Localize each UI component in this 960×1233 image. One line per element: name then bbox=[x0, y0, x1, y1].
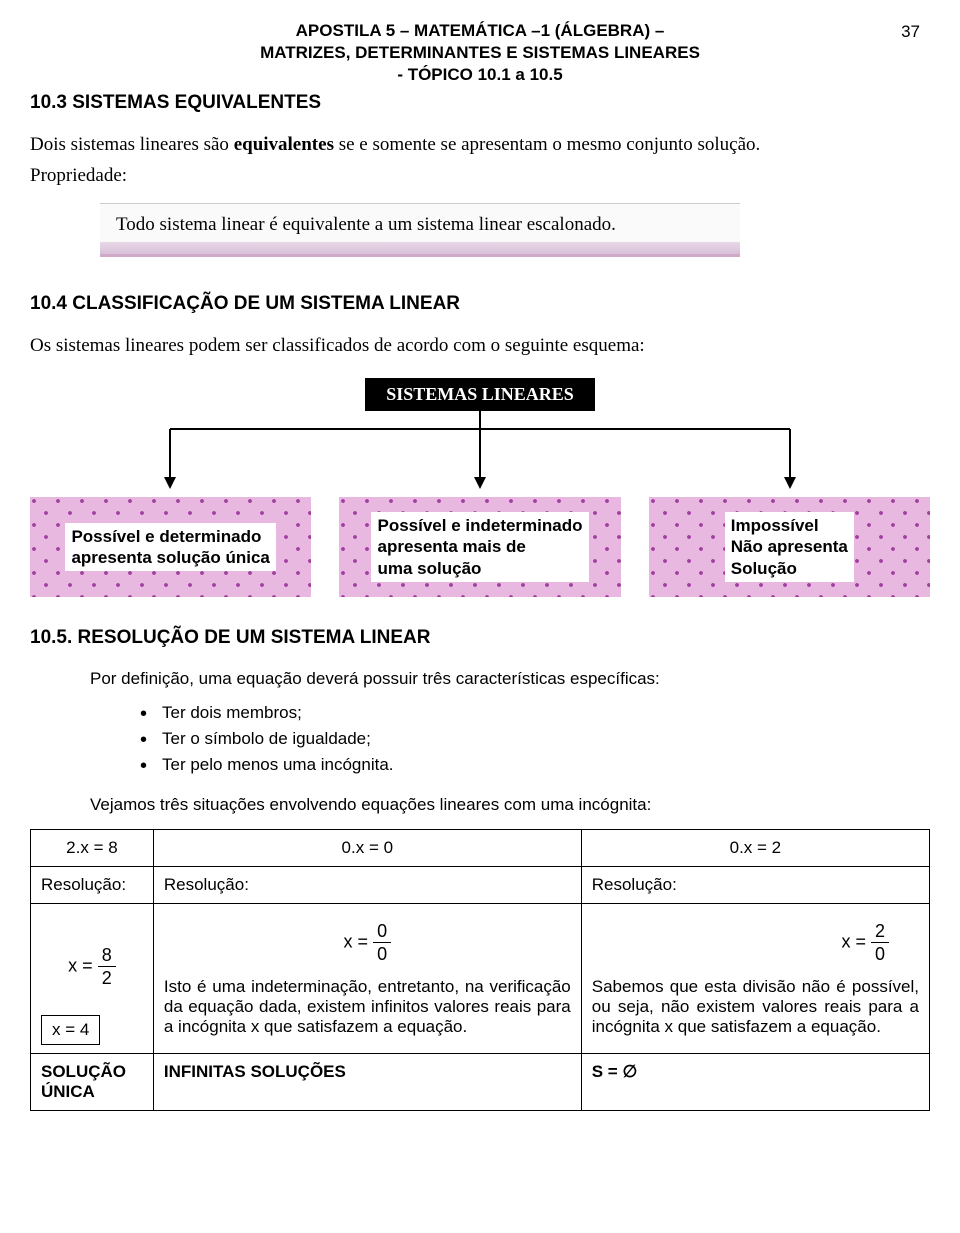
bullet-1: Ter dois membros; bbox=[140, 703, 930, 723]
page-number: 37 bbox=[901, 22, 920, 42]
table-row-body: x = 8 2 x = 4 x = 0 0 Isto é uma indeter… bbox=[31, 903, 930, 1053]
intro-suffix: se e somente se apresentam o mesmo conju… bbox=[334, 134, 760, 155]
res-label-1: Resolução: bbox=[31, 866, 154, 903]
box3-l2: Não apresenta bbox=[731, 536, 848, 557]
examples-table: 2.x = 8 0.x = 0 0.x = 2 Resolução: Resol… bbox=[30, 829, 930, 1111]
col2-body: x = 0 0 Isto é uma indeterminação, entre… bbox=[153, 903, 581, 1053]
table-row-res-label: Resolução: Resolução: Resolução: bbox=[31, 866, 930, 903]
box2-l3: uma solução bbox=[377, 558, 582, 579]
page-header: APOSTILA 5 – MATEMÁTICA –1 (ÁLGEBRA) – M… bbox=[30, 20, 930, 86]
col2-lhs: x = bbox=[344, 931, 369, 951]
section-105-intro: Por definição, uma equação deverá possui… bbox=[90, 667, 930, 691]
col1-body: x = 8 2 x = 4 bbox=[31, 903, 154, 1053]
section-103-intro: Dois sistemas lineares são equivalentes … bbox=[30, 132, 930, 159]
boxed-theorem: Todo sistema linear é equivalente a um s… bbox=[100, 203, 740, 257]
class-box-2-label: Possível e indeterminado apresenta mais … bbox=[371, 512, 588, 582]
section-105-title: 10.5. RESOLUÇÃO DE UM SISTEMA LINEAR bbox=[30, 627, 930, 649]
box1-l1: Possível e determinado bbox=[71, 526, 269, 547]
propriedade-label: Propriedade: bbox=[30, 163, 930, 190]
header-line-3: - TÓPICO 10.1 a 10.5 bbox=[30, 64, 930, 86]
col3-num: 2 bbox=[871, 922, 889, 943]
col3-lhs: x = bbox=[841, 931, 866, 951]
section-104-intro: Os sistemas lineares podem ser classific… bbox=[30, 333, 930, 360]
col2-frac: 0 0 bbox=[373, 922, 391, 963]
table-row-bottom: SOLUÇÃO ÚNICA INFINITAS SOLUÇÕES S = ∅ bbox=[31, 1053, 930, 1110]
diagram-arrows bbox=[30, 411, 930, 497]
class-box-impossivel: Impossível Não apresenta Solução bbox=[649, 497, 930, 597]
box1-l2: apresenta solução única bbox=[71, 547, 269, 568]
class-box-determinado: Possível e determinado apresenta solução… bbox=[30, 497, 311, 597]
box3-l1: Impossível bbox=[731, 515, 848, 536]
section-105-lead: Vejamos três situações envolvendo equaçõ… bbox=[90, 793, 930, 817]
box3-l3: Solução bbox=[731, 558, 848, 579]
col3-frac: 2 0 bbox=[871, 922, 889, 963]
bottom-c2: INFINITAS SOLUÇÕES bbox=[153, 1053, 581, 1110]
col2-den: 0 bbox=[373, 943, 391, 963]
header-line-1: APOSTILA 5 – MATEMÁTICA –1 (ÁLGEBRA) – bbox=[30, 20, 930, 42]
table-row-equations: 2.x = 8 0.x = 0 0.x = 2 bbox=[31, 829, 930, 866]
header-line-2: MATRIZES, DETERMINANTES E SISTEMAS LINEA… bbox=[30, 42, 930, 64]
bottom-c3: S = ∅ bbox=[581, 1053, 929, 1110]
class-box-1-label: Possível e determinado apresenta solução… bbox=[65, 523, 275, 572]
col3-body: x = 2 0 Sabemos que esta divisão não é p… bbox=[581, 903, 929, 1053]
eq-cell-2: 0.x = 0 bbox=[153, 829, 581, 866]
col3-den: 0 bbox=[871, 943, 889, 963]
col1-den: 2 bbox=[98, 967, 116, 987]
box-underline-accent bbox=[100, 242, 740, 254]
box2-l1: Possível e indeterminado bbox=[377, 515, 582, 536]
box2-l2: apresenta mais de bbox=[377, 536, 582, 557]
eq-cell-3: 0.x = 2 bbox=[581, 829, 929, 866]
intro-prefix: Dois sistemas lineares são bbox=[30, 134, 234, 155]
characteristics-list: Ter dois membros; Ter o símbolo de igual… bbox=[140, 703, 930, 775]
col2-num: 0 bbox=[373, 922, 391, 943]
col1-lhs: x = bbox=[68, 955, 93, 975]
diagram-boxes-row: Possível e determinado apresenta solução… bbox=[30, 497, 930, 597]
intro-bold: equivalentes bbox=[234, 134, 334, 155]
col2-text: Isto é uma indeterminação, entretanto, n… bbox=[164, 977, 571, 1037]
diagram-top-label: SISTEMAS LINEARES bbox=[365, 378, 595, 411]
class-box-3-label: Impossível Não apresenta Solução bbox=[725, 512, 854, 582]
col1-frac: 8 2 bbox=[98, 946, 116, 987]
res-label-3: Resolução: bbox=[581, 866, 929, 903]
classification-diagram: SISTEMAS LINEARES Possível e determinado… bbox=[30, 378, 930, 597]
bullet-3: Ter pelo menos uma incógnita. bbox=[140, 755, 930, 775]
col3-text: Sabemos que esta divisão não é possível,… bbox=[592, 977, 919, 1037]
bottom-c1: SOLUÇÃO ÚNICA bbox=[31, 1053, 154, 1110]
class-box-indeterminado: Possível e indeterminado apresenta mais … bbox=[339, 497, 620, 597]
section-104-title: 10.4 CLASSIFICAÇÃO DE UM SISTEMA LINEAR bbox=[30, 293, 930, 315]
col1-boxed-result: x = 4 bbox=[41, 1015, 100, 1045]
bullet-2: Ter o símbolo de igualdade; bbox=[140, 729, 930, 749]
col1-num: 8 bbox=[98, 946, 116, 967]
res-label-2: Resolução: bbox=[153, 866, 581, 903]
section-103-title: 10.3 SISTEMAS EQUIVALENTES bbox=[30, 92, 930, 114]
eq-cell-1: 2.x = 8 bbox=[31, 829, 154, 866]
boxed-theorem-text: Todo sistema linear é equivalente a um s… bbox=[116, 214, 616, 235]
